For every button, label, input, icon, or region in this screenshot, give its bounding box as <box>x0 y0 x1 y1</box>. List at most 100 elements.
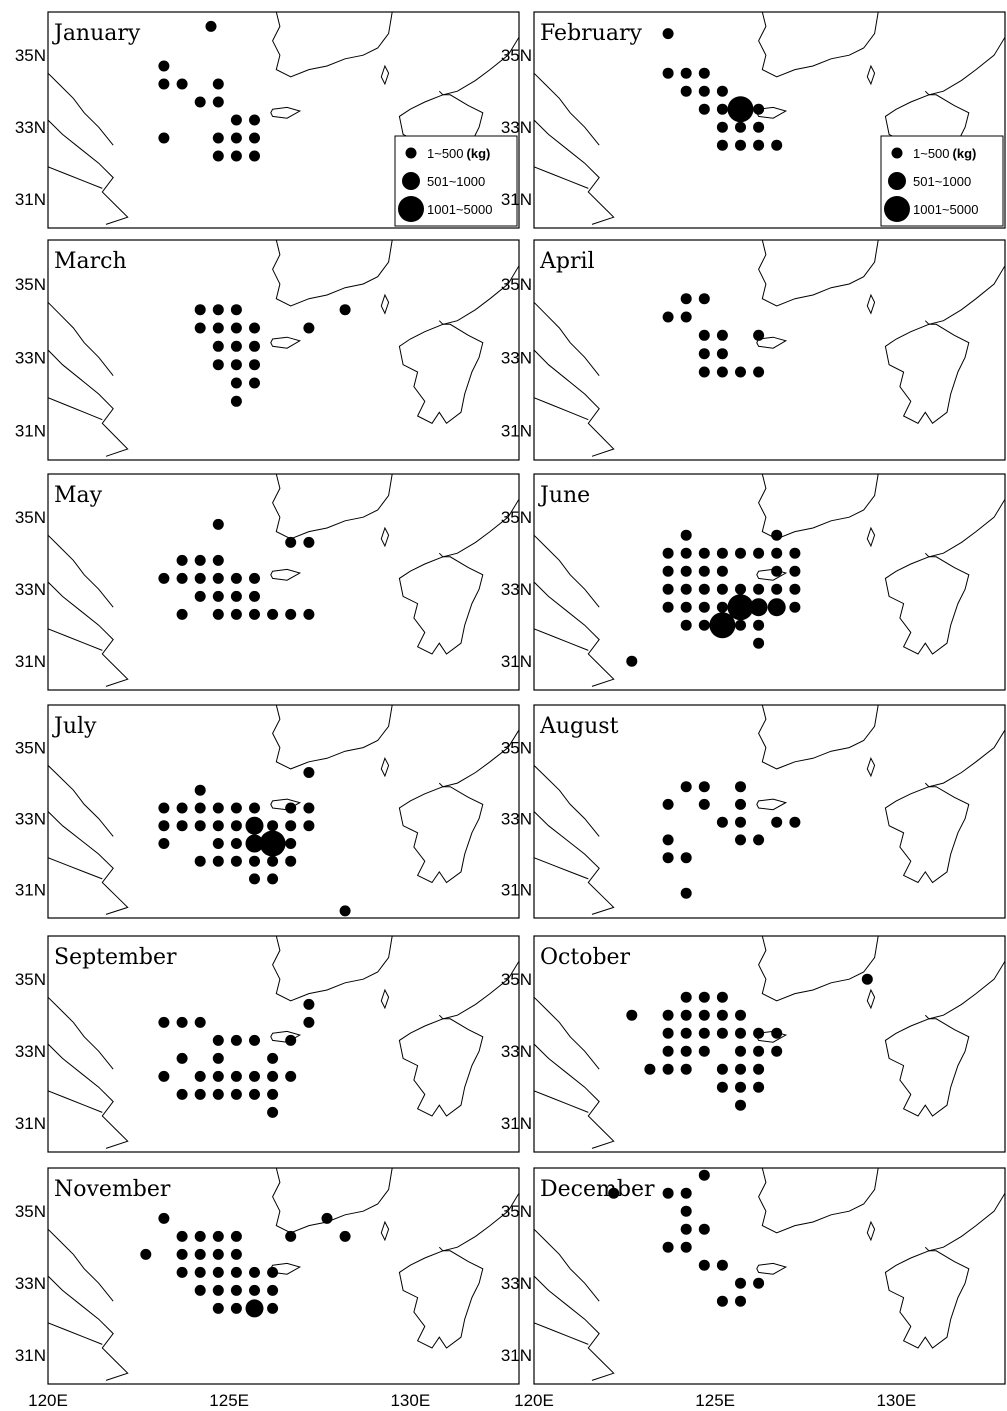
lat-label: 35N <box>15 1202 46 1221</box>
catch-point <box>195 304 206 315</box>
catch-point <box>735 548 746 559</box>
catch-point <box>717 602 728 613</box>
catch-point <box>789 602 800 613</box>
catch-point <box>663 1242 674 1253</box>
catch-point <box>663 602 674 613</box>
lat-label: 33N <box>15 1274 46 1293</box>
catch-point <box>249 873 260 884</box>
catch-point <box>177 1053 188 1064</box>
catch-point <box>717 140 728 151</box>
catch-point <box>340 1231 351 1242</box>
catch-point <box>753 1082 764 1093</box>
catch-point <box>735 1082 746 1093</box>
legend-unit: (kg) <box>467 146 491 161</box>
map-frame <box>48 474 519 690</box>
lat-label: 31N <box>15 190 46 209</box>
catch-point <box>213 1249 224 1260</box>
catch-point <box>663 68 674 79</box>
legend-marker <box>892 148 903 159</box>
catch-point <box>158 803 169 814</box>
catch-point <box>285 1035 296 1046</box>
lat-label: 35N <box>501 508 532 527</box>
catch-point <box>699 1028 710 1039</box>
catch-point <box>681 1064 692 1075</box>
catch-point <box>717 1064 728 1075</box>
catch-point <box>735 781 746 792</box>
catch-point <box>681 1188 692 1199</box>
lat-label: 33N <box>501 1042 532 1061</box>
catch-point <box>213 133 224 144</box>
lat-label: 33N <box>501 348 532 367</box>
catch-point <box>231 323 242 334</box>
catch-point <box>663 566 674 577</box>
catch-point <box>231 820 242 831</box>
catch-point <box>699 367 710 378</box>
catch-point <box>753 104 764 115</box>
catch-point <box>267 1071 278 1082</box>
legend-marker <box>888 172 906 190</box>
catch-point <box>267 873 278 884</box>
catch-point <box>699 548 710 559</box>
catch-point <box>213 79 224 90</box>
catch-point <box>340 905 351 916</box>
lat-label: 31N <box>501 190 532 209</box>
catch-point <box>285 1071 296 1082</box>
catch-point <box>285 803 296 814</box>
month-label: April <box>539 249 595 274</box>
lat-label: 33N <box>15 1042 46 1061</box>
catch-point <box>735 817 746 828</box>
catch-point <box>735 1046 746 1057</box>
catch-point <box>768 598 786 616</box>
catch-point <box>699 566 710 577</box>
catch-point <box>303 609 314 620</box>
catch-point <box>717 86 728 97</box>
catch-point <box>177 609 188 620</box>
map-frame <box>534 474 1005 690</box>
catch-point <box>177 555 188 566</box>
catch-point <box>213 555 224 566</box>
catch-point <box>771 1046 782 1057</box>
catch-point <box>663 584 674 595</box>
catch-point <box>158 1213 169 1224</box>
catch-point <box>303 820 314 831</box>
catch-point <box>231 1089 242 1100</box>
month-label: February <box>540 21 642 46</box>
catch-point <box>717 104 728 115</box>
catch-point <box>177 1249 188 1260</box>
catch-point <box>753 122 764 133</box>
catch-point <box>681 293 692 304</box>
catch-point <box>735 799 746 810</box>
catch-point <box>249 1267 260 1278</box>
catch-point <box>681 602 692 613</box>
month-label: July <box>52 714 97 739</box>
catch-point <box>753 1064 764 1075</box>
catch-point <box>158 133 169 144</box>
catch-point <box>195 591 206 602</box>
legend-label: 1001~5000 <box>913 202 978 217</box>
catch-point <box>195 820 206 831</box>
lon-label: 130E <box>876 1391 916 1410</box>
catch-point <box>699 1046 710 1057</box>
catch-point <box>177 573 188 584</box>
catch-point <box>735 140 746 151</box>
catch-point <box>213 1303 224 1314</box>
catch-point <box>213 359 224 370</box>
catch-point <box>267 1303 278 1314</box>
month-panel-july: July35N33N31N <box>15 705 519 918</box>
catch-point <box>249 133 260 144</box>
catch-point <box>753 638 764 649</box>
catch-point <box>681 1028 692 1039</box>
catch-point <box>699 293 710 304</box>
catch-point <box>717 584 728 595</box>
catch-point <box>177 1267 188 1278</box>
catch-point <box>735 1100 746 1111</box>
lat-label: 33N <box>15 580 46 599</box>
catch-point <box>231 396 242 407</box>
catch-point <box>608 1188 619 1199</box>
catch-point <box>177 1017 188 1028</box>
lat-label: 33N <box>15 810 46 829</box>
catch-point <box>213 1035 224 1046</box>
catch-point <box>195 785 206 796</box>
catch-point <box>789 548 800 559</box>
